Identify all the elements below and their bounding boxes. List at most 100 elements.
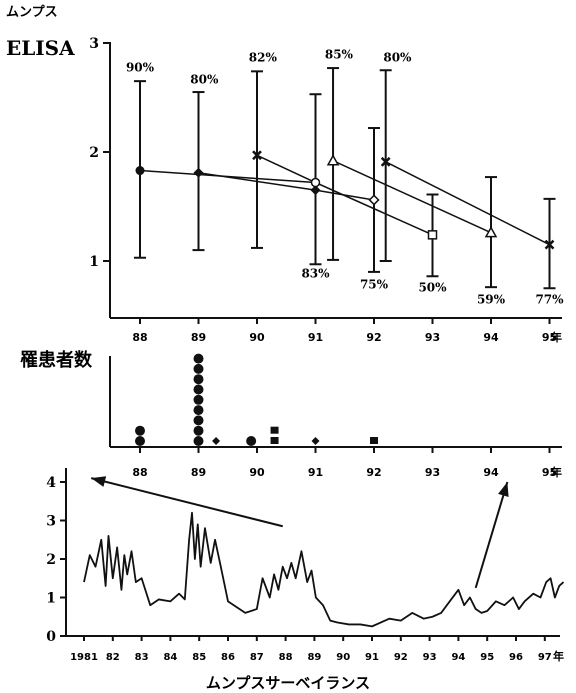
percent-label: 85%	[325, 47, 354, 61]
y-tick-label: 2	[89, 145, 99, 161]
percent-label: 77%	[535, 293, 564, 307]
arrow-2	[474, 481, 509, 589]
data-point	[310, 177, 321, 188]
data-point	[380, 156, 391, 167]
chart-title-line1: ムンプス	[6, 5, 58, 20]
percent-label: 90%	[126, 60, 155, 74]
y-tick-label: 1	[46, 591, 56, 607]
x-tick-label: 1981	[70, 652, 98, 663]
y-tick-label: 1	[89, 254, 99, 270]
x-unit: 年	[553, 649, 564, 663]
percent-label: 83%	[301, 266, 330, 280]
case-marker	[193, 394, 204, 405]
data-point	[368, 194, 380, 206]
x-tick-label: 88	[279, 652, 293, 663]
x-tick-label: 86	[221, 652, 235, 663]
surveillance-line	[83, 511, 565, 628]
case-marker	[193, 363, 204, 374]
x-tick-label: 92	[394, 652, 408, 663]
x-unit: 年	[551, 465, 562, 479]
x-tick-label: 94	[451, 652, 465, 663]
x-tick-label: 90	[249, 466, 265, 479]
cases-title: 罹患者数	[20, 349, 93, 371]
x-tick-label: 91	[308, 466, 323, 479]
data-point	[135, 166, 145, 176]
y-tick-label: 3	[89, 36, 99, 52]
case-marker	[193, 405, 204, 416]
x-tick-label: 91	[365, 652, 379, 663]
x-unit: 年	[551, 330, 562, 344]
x-tick-label: 85	[192, 652, 206, 663]
x-tick-label: 89	[307, 652, 321, 663]
case-marker	[193, 436, 204, 446]
x-tick-label: 95	[542, 331, 557, 344]
x-tick-label: 82	[106, 652, 120, 663]
series-line-1	[139, 169, 433, 236]
x-tick-label: 88	[132, 331, 147, 344]
x-tick-label: 95	[542, 466, 557, 479]
case-marker	[212, 437, 221, 445]
arrowhead-2	[498, 482, 509, 497]
case-marker	[135, 436, 145, 446]
arrow-1	[90, 477, 283, 528]
surveillance-chart: 年 0 1 2 3 4 1981 82 83 84 85 86 87 88 89 90 91 92 93 94 95…	[46, 468, 565, 692]
percent-label: 59%	[477, 293, 506, 307]
y-tick-label: 2	[46, 552, 56, 568]
x-axis-label: ムンプスサーベイランス	[206, 674, 370, 692]
x-tick-label: 93	[425, 466, 440, 479]
data-point	[484, 226, 498, 238]
x-tick-label: 87	[250, 652, 264, 663]
data-point	[326, 154, 340, 166]
x-tick-label: 97	[538, 652, 552, 663]
series-line-2	[198, 171, 375, 201]
case-marker	[370, 437, 378, 444]
case-marker	[270, 437, 279, 444]
case-marker	[311, 437, 320, 445]
data-point	[252, 150, 262, 161]
case-marker	[193, 425, 204, 436]
data-point	[193, 167, 204, 178]
x-tick-label: 94	[483, 331, 499, 344]
x-tick-label: 90	[249, 331, 265, 344]
x-tick-label: 91	[308, 331, 323, 344]
case-marker	[246, 436, 257, 446]
x-tick-label: 88	[132, 466, 147, 479]
arrowhead-1	[91, 476, 107, 487]
series-line-4	[332, 160, 492, 234]
percent-label: 50%	[418, 281, 447, 295]
chart-title-line2: ELISA	[6, 36, 75, 60]
case-marker	[270, 426, 279, 434]
series-line-3	[256, 154, 316, 184]
x-tick-label: 95	[480, 652, 494, 663]
case-marker	[135, 425, 145, 436]
percent-label: 82%	[249, 51, 278, 65]
case-marker	[193, 374, 204, 385]
x-tick-label: 94	[483, 466, 499, 479]
data-point	[310, 185, 321, 196]
elisa-chart: ムンプス ELISA 年 1 2 3 88 89 90 91 92 93 94 95 90% 80%…	[6, 5, 564, 344]
series-line-5	[385, 161, 550, 246]
x-tick-label: 92	[366, 466, 381, 479]
percent-label: 80%	[190, 72, 219, 86]
x-tick-label: 89	[191, 466, 206, 479]
y-tick-label: 0	[46, 629, 56, 645]
cases-chart: 罹患者数 年 88 89 90 91 92 93 94 95	[20, 349, 562, 479]
percent-label: 75%	[360, 277, 389, 291]
x-tick-label: 83	[135, 652, 149, 663]
y-tick-label: 3	[46, 514, 56, 530]
case-marker	[193, 353, 204, 364]
data-point	[427, 230, 438, 240]
case-marker	[193, 415, 204, 426]
data-point	[544, 239, 555, 250]
x-tick-label: 92	[366, 331, 381, 344]
x-tick-label: 84	[163, 652, 177, 663]
case-marker	[193, 384, 204, 395]
y-tick-label: 4	[46, 475, 56, 491]
percent-label: 80%	[383, 51, 412, 65]
x-tick-label: 93	[423, 652, 437, 663]
x-tick-label: 90	[336, 652, 350, 663]
x-tick-label: 96	[509, 652, 523, 663]
x-tick-label: 89	[191, 331, 206, 344]
x-tick-label: 93	[425, 331, 440, 344]
